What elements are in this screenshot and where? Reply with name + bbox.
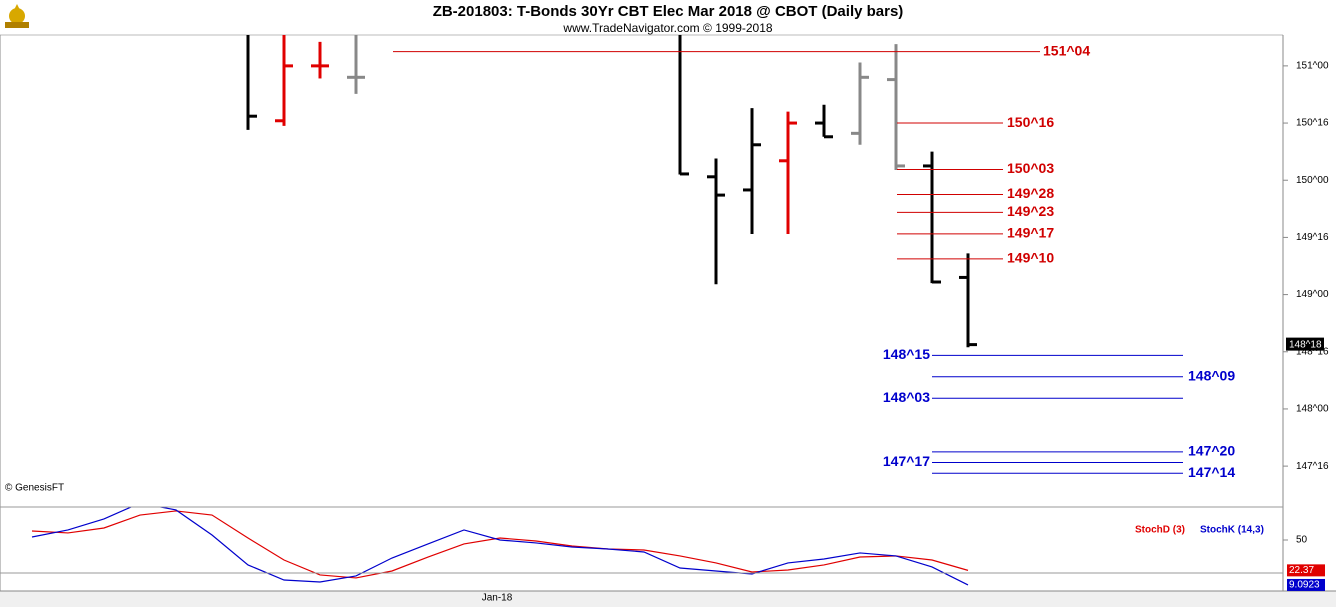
chart-title: ZB-201803: T-Bonds 30Yr CBT Elec Mar 201…: [433, 3, 904, 20]
subtitle: www.TradeNavigator.com © 1999-2018: [562, 21, 772, 35]
last-value-box: [1287, 578, 1325, 591]
last-value-label: 22.37: [1289, 565, 1314, 576]
y-tick-label: 149^00: [1296, 289, 1329, 300]
level-label: 151^04: [1043, 42, 1090, 58]
x-tick-label: Jan-18: [482, 593, 513, 604]
last-value-box: [1287, 564, 1325, 577]
level-label: 150^03: [1007, 160, 1054, 176]
y-tick-label: 150^16: [1296, 118, 1329, 129]
y-tick-label: 150^00: [1296, 175, 1329, 186]
last-price-label: 148^18: [1289, 339, 1322, 350]
logo: [5, 4, 29, 28]
y-tick-label: 148^00: [1296, 404, 1329, 415]
legend-entry: StochD (3): [1135, 525, 1185, 536]
y-tick-label: 149^16: [1296, 232, 1329, 243]
last-value-label: 9.0923: [1289, 580, 1320, 591]
legend-entry: StochK (14,3): [1200, 525, 1264, 536]
level-label: 147^14: [1188, 464, 1235, 480]
level-label: 150^16: [1007, 114, 1054, 130]
level-label: 147^17: [883, 453, 930, 469]
level-label: 149^23: [1007, 203, 1054, 219]
stoch-panel: [31, 507, 969, 586]
price-panel: [246, 35, 977, 348]
last-price-box: [1286, 337, 1324, 351]
level-label: 148^03: [883, 389, 930, 405]
stoch-line: [31, 510, 969, 579]
source-note: © GenesisFT: [5, 483, 64, 494]
level-label: 148^09: [1188, 367, 1235, 383]
level-label: 149^10: [1007, 250, 1054, 266]
y-tick-label: 148^16: [1296, 346, 1329, 357]
y-tick-label: 151^00: [1296, 61, 1329, 72]
level-label: 147^20: [1188, 443, 1235, 459]
level-label: 148^15: [883, 346, 930, 362]
stoch-line: [31, 507, 969, 586]
y-tick-label: 147^16: [1296, 461, 1329, 472]
level-label: 149^28: [1007, 185, 1054, 201]
y-tick-label: 50: [1296, 535, 1308, 546]
level-label: 149^17: [1007, 225, 1054, 241]
x-axis-band: [0, 591, 1336, 607]
